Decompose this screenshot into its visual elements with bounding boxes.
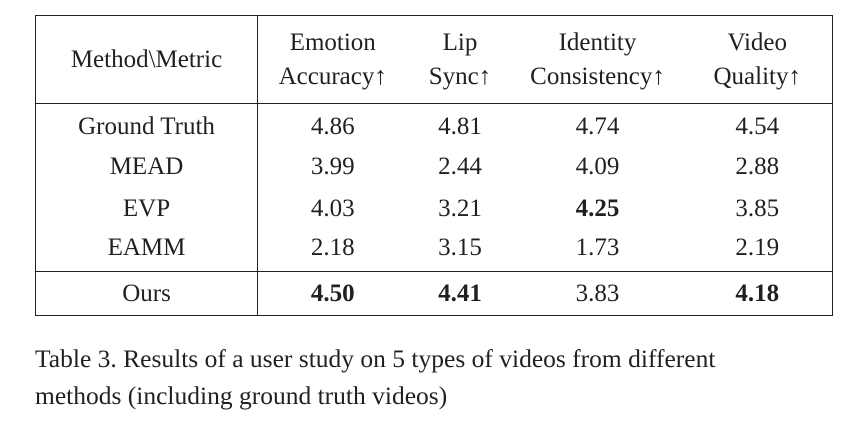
value-cell: 4.25	[575, 194, 620, 222]
header-row: Method\Metric Emotion Accuracy↑ Lip Sync…	[35, 15, 833, 104]
caption-line: methods (including ground truth videos)	[35, 381, 448, 410]
value-cell: 1.73	[575, 234, 620, 262]
header-method-metric: Method\Metric	[35, 15, 258, 104]
method-cell: EVP	[35, 187, 258, 230]
header-line: Identity	[558, 28, 637, 56]
value-cell: 4.18	[735, 279, 780, 307]
header-line: Quality↑	[713, 62, 802, 90]
value-cell: 3.99	[310, 152, 355, 180]
header-lip-sync: Lip Sync↑	[407, 15, 513, 104]
header-line: Emotion	[289, 28, 376, 56]
value-cell: 4.50	[310, 279, 355, 307]
results-table: Method\Metric Emotion Accuracy↑ Lip Sync…	[35, 15, 833, 316]
value-cell: 2.19	[735, 234, 780, 262]
method-cell: MEAD	[35, 145, 258, 188]
value-cell: 4.81	[438, 112, 482, 140]
value-cell: 3.15	[438, 234, 482, 262]
value-cell: 3.83	[575, 279, 620, 307]
table-row-ground-truth: Ground Truth 4.86 4.81 4.74 4.54	[35, 103, 833, 146]
table-row-mead: MEAD 3.99 2.44 4.09 2.88	[35, 145, 833, 188]
header-emotion-accuracy: Emotion Accuracy↑	[257, 15, 408, 104]
caption-line: Table 3. Results of a user study on 5 ty…	[35, 344, 716, 373]
method-cell: EAMM	[35, 229, 258, 272]
value-cell: 2.88	[735, 152, 780, 180]
value-cell: 4.41	[438, 279, 482, 307]
table-caption: Table 3. Results of a user study on 5 ty…	[35, 340, 835, 414]
header-video-quality: Video Quality↑	[682, 15, 833, 104]
header-line: Consistency↑	[530, 62, 665, 90]
value-cell: 3.21	[438, 194, 482, 222]
method-cell: Ground Truth	[35, 103, 258, 146]
header-line: Lip	[442, 28, 478, 56]
value-cell: 4.54	[735, 112, 780, 140]
value-cell: 4.86	[310, 112, 355, 140]
header-line: Video	[727, 28, 788, 56]
value-cell: 4.03	[310, 194, 355, 222]
value-cell: 3.85	[735, 194, 780, 222]
header-line: Sync↑	[428, 62, 492, 90]
value-cell: 4.74	[575, 112, 620, 140]
table-row-eamm: EAMM 2.18 3.15 1.73 2.19	[35, 229, 833, 272]
header-identity-consistency: Identity Consistency↑	[512, 15, 683, 104]
method-cell: Ours	[35, 271, 258, 316]
value-cell: 4.09	[575, 152, 620, 180]
value-cell: 2.44	[438, 152, 482, 180]
value-cell: 2.18	[310, 234, 355, 262]
header-line: Accuracy↑	[278, 62, 387, 90]
table-row-ours: Ours 4.50 4.41 3.83 4.18	[35, 271, 833, 316]
table-row-evp: EVP 4.03 3.21 4.25 3.85	[35, 187, 833, 230]
